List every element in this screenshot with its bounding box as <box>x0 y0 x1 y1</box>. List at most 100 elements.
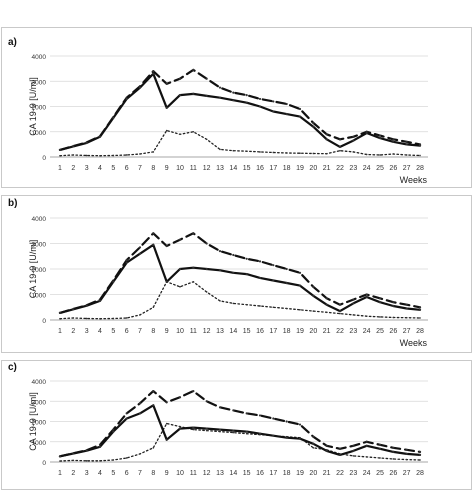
x-tick-label: 2 <box>71 328 75 335</box>
data-point-dotted <box>365 456 368 458</box>
x-tick-label: 17 <box>269 165 277 172</box>
data-point-dashed <box>152 70 155 73</box>
data-point-solid <box>285 281 288 285</box>
data-point-dashed <box>232 91 235 94</box>
data-point-dashed <box>378 443 382 446</box>
data-point-solid <box>72 145 75 148</box>
data-point-dashed <box>298 107 302 111</box>
data-point-solid <box>125 261 128 264</box>
data-point-dashed <box>125 412 128 415</box>
y-tick-label: 0 <box>42 155 46 162</box>
x-tick-label: 19 <box>296 328 304 335</box>
data-point-dashed <box>405 448 408 451</box>
data-point-dotted <box>99 154 101 157</box>
x-tick-label: 19 <box>296 165 304 172</box>
x-tick-label: 26 <box>389 328 397 335</box>
data-point-dashed <box>165 401 168 404</box>
y-axis-title: CA 19-9 [U/ml] <box>28 77 38 136</box>
series-line-solid <box>58 243 422 315</box>
data-point-solid <box>258 105 262 108</box>
data-point-dashed <box>405 303 408 306</box>
x-tick-label: 4 <box>98 165 102 172</box>
data-point-solid <box>138 86 142 89</box>
data-point-solid <box>378 301 382 304</box>
data-point-dashed <box>178 238 182 241</box>
y-tick-label: 4000 <box>32 379 47 386</box>
x-tick-label: 15 <box>243 165 251 172</box>
x-tick-label: 20 <box>309 165 317 172</box>
data-point-solid <box>258 276 262 280</box>
data-point-dashed <box>392 446 395 449</box>
x-tick-label: 5 <box>111 328 115 335</box>
data-point-solid <box>378 136 382 140</box>
data-point-solid <box>392 140 395 143</box>
x-tick-label: 24 <box>363 165 371 172</box>
x-tick-label: 27 <box>403 328 411 335</box>
data-point-solid <box>218 428 222 431</box>
data-point-dotted <box>232 431 235 434</box>
data-point-dashed <box>312 435 315 438</box>
x-tick-label: 15 <box>243 328 251 335</box>
data-point-solid <box>112 116 115 119</box>
x-tick-label: 24 <box>363 328 371 335</box>
data-point-dotted <box>352 314 355 316</box>
data-point-dashed <box>272 100 275 103</box>
data-point-dotted <box>419 459 421 461</box>
data-point-solid <box>352 449 355 452</box>
x-tick-label: 22 <box>336 328 344 335</box>
data-point-solid <box>312 294 315 297</box>
data-point-solid <box>365 444 368 447</box>
data-point-solid <box>232 99 235 102</box>
x-tick-label: 16 <box>256 165 264 172</box>
data-point-dotted <box>405 316 408 319</box>
data-point-dotted <box>312 152 315 155</box>
data-point-solid <box>152 243 155 246</box>
series-line-dotted <box>59 129 421 157</box>
data-point-solid <box>205 94 208 97</box>
data-point-dotted <box>192 428 195 431</box>
data-point-dashed <box>378 134 382 137</box>
data-point-dashed <box>338 447 342 450</box>
data-point-dashed <box>192 68 195 71</box>
data-point-solid <box>178 94 182 97</box>
data-point-dotted <box>125 457 128 459</box>
data-point-solid <box>245 273 248 276</box>
y-axis-title: CA 19-9 [U/ml] <box>28 240 38 299</box>
data-point-solid <box>338 453 342 457</box>
data-point-dashed <box>258 414 262 417</box>
data-point-dashed <box>165 82 168 85</box>
data-point-dotted <box>312 310 315 312</box>
data-point-dashed <box>138 246 142 249</box>
y-tick-label: 1000 <box>32 440 47 447</box>
data-point-solid <box>418 308 422 311</box>
data-point-dotted <box>352 455 355 457</box>
data-point-dotted <box>59 317 61 320</box>
data-point-solid <box>285 112 288 116</box>
data-point-solid <box>325 449 328 452</box>
data-point-solid <box>298 437 302 440</box>
data-point-dotted <box>139 314 141 316</box>
chart-panel-a: a) 0 1000 2000 3000 4000 1 2 3 4 5 6 7 8 9 10 11 12 13 14 1… <box>0 0 474 190</box>
data-point-solid <box>85 449 88 452</box>
data-point-dotted <box>112 317 115 320</box>
data-point-dashed <box>218 406 222 409</box>
data-point-dotted <box>59 460 61 462</box>
x-tick-label: 9 <box>165 165 169 172</box>
data-point-solid <box>192 426 195 429</box>
x-tick-label: 13 <box>216 328 224 335</box>
data-point-solid <box>312 125 315 128</box>
data-point-dotted <box>152 306 155 309</box>
data-point-dashed <box>218 250 222 253</box>
x-tick-label: 1 <box>58 165 62 172</box>
x-tick-label: 11 <box>190 328 197 335</box>
data-point-dotted <box>85 154 88 157</box>
x-tick-label: 6 <box>125 165 129 172</box>
data-point-dotted <box>419 317 421 319</box>
data-point-solid <box>58 148 62 152</box>
y-axis-title: CA 19-9 [U/ml] <box>28 392 38 451</box>
data-point-dashed <box>298 423 302 426</box>
data-point-solid <box>58 311 62 314</box>
data-point-dashed <box>352 298 355 301</box>
data-point-dashed <box>365 440 368 443</box>
